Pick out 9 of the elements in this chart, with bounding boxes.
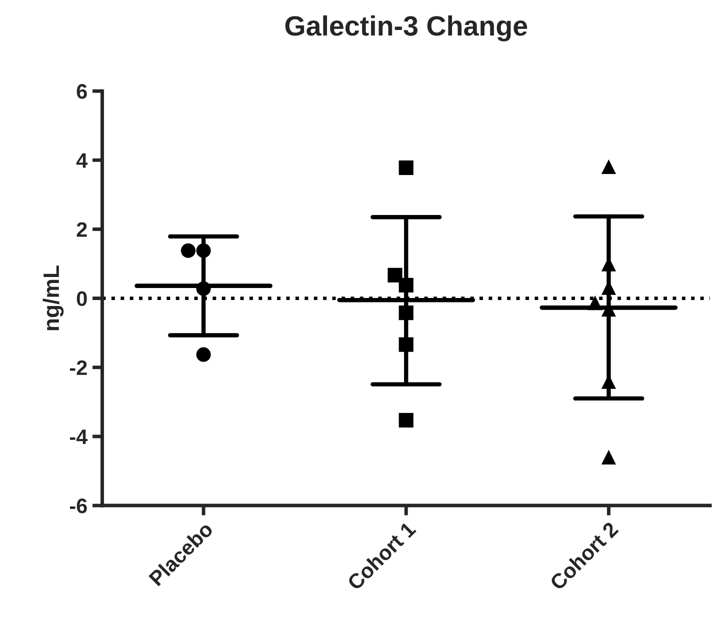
chart-title: Galectin-3 Change (285, 15, 528, 42)
y-tick-label: 0 (76, 291, 87, 306)
y-tick-label: 4 (76, 153, 88, 168)
y-tick-label: -2 (70, 360, 87, 375)
y-axis-title: ng/mL (42, 266, 64, 330)
y-tick-label: 2 (76, 222, 87, 237)
y-tick-label: 6 (76, 84, 87, 99)
y-tick-label: -4 (70, 430, 88, 444)
y-tick-label: -6 (70, 498, 87, 514)
